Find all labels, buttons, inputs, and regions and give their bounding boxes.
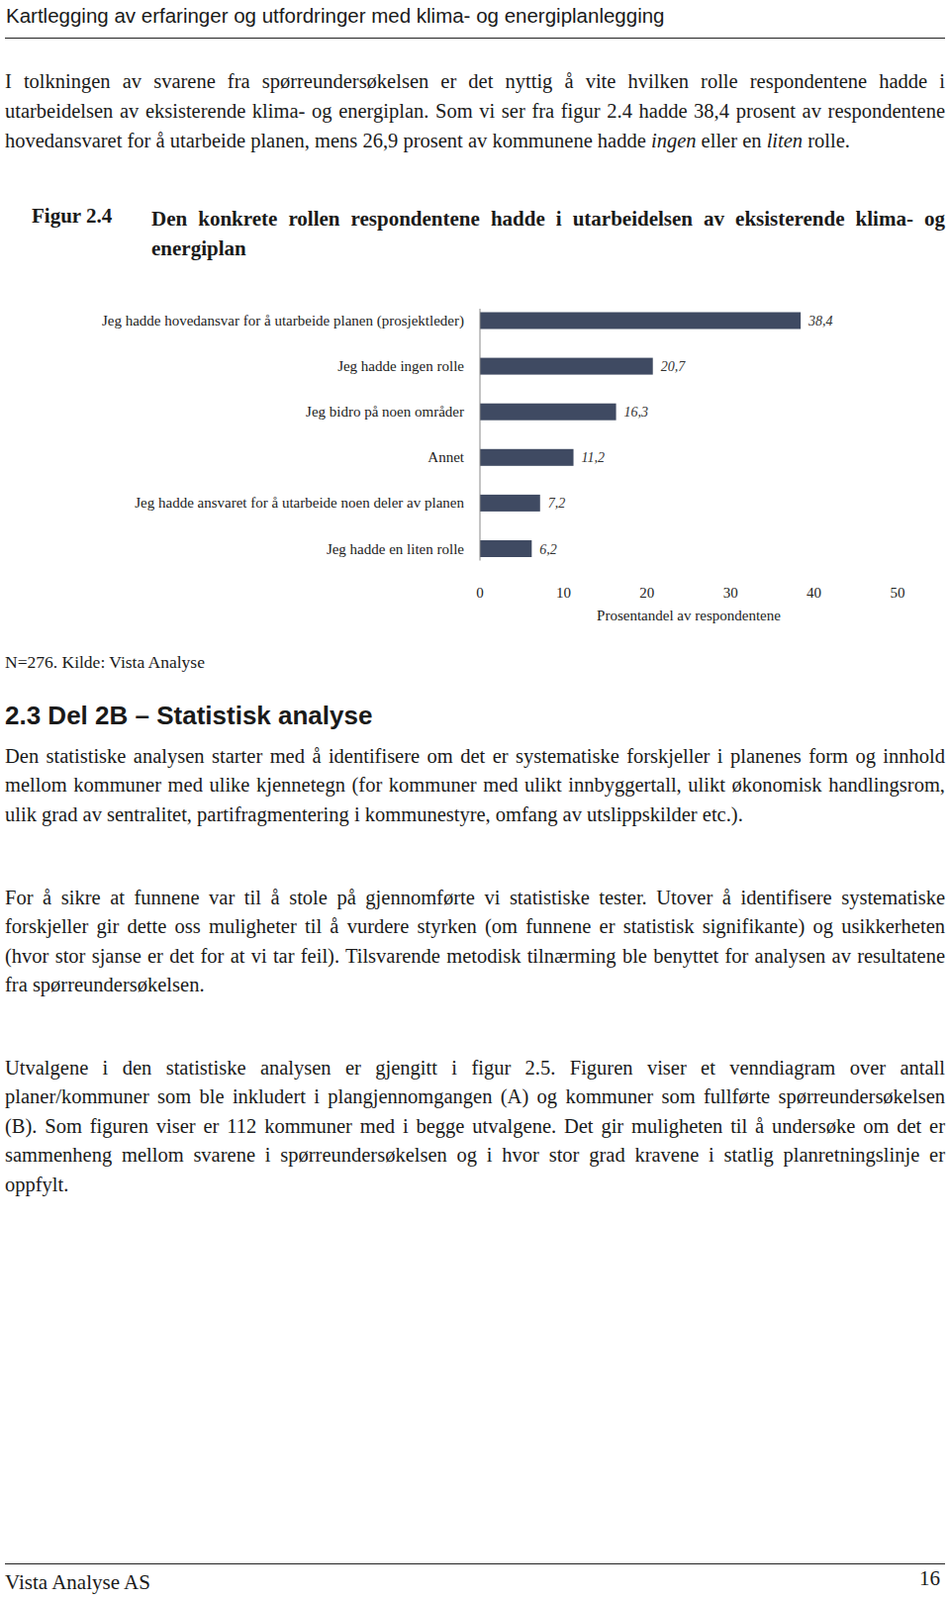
category-label: Jeg hadde ansvaret for å utarbeide noen …	[134, 494, 465, 511]
category-label: Jeg hadde ingen rolle	[337, 358, 465, 375]
body-paragraph: Den statistiske analysen starter med å i…	[4, 742, 946, 830]
category-label: Jeg bidro på noen områder	[305, 403, 465, 420]
tick-label: 50	[890, 584, 906, 601]
bars	[479, 312, 801, 559]
intro-paragraph: I tolkningen av svarene fra spørreunders…	[4, 66, 946, 156]
figure-caption: Den konkrete rollen respondentene hadde …	[151, 203, 946, 264]
bar	[479, 449, 574, 467]
tick-label: 40	[806, 584, 822, 601]
bar	[479, 494, 541, 512]
figure-label: Figur 2.4	[31, 203, 112, 229]
category-label: Annet	[427, 449, 465, 466]
tick-label: 30	[723, 584, 739, 601]
figure-note: N=276. Kilde: Vista Analyse	[4, 652, 205, 673]
text-run: ingen	[651, 129, 697, 152]
bar	[479, 312, 801, 330]
data-label: 20,7	[661, 359, 687, 375]
text-run: rolle.	[802, 129, 851, 152]
chart: Jeg hadde hovedansvar for å utarbeide pl…	[0, 0, 950, 1600]
text-run: eller en	[695, 129, 766, 152]
data-label: 7,2	[548, 495, 567, 511]
text-run: liten	[766, 129, 803, 152]
body-paragraph: Utvalgene i den statistiske analysen er …	[4, 1053, 946, 1200]
axis-title: Prosentandel av respondentene	[596, 607, 781, 624]
bar	[479, 403, 617, 421]
tick-label: 20	[639, 584, 655, 601]
bar	[479, 358, 654, 376]
footer-publisher: Vista Analyse AS	[4, 1570, 151, 1596]
data-label: 38,4	[807, 313, 834, 329]
data-label: 16,3	[624, 404, 650, 420]
body-paragraph: For å sikre at funnene var til å stole p…	[4, 883, 946, 1001]
category-label: Jeg hadde hovedansvar for å utarbeide pl…	[101, 312, 465, 330]
axis-line	[479, 308, 481, 562]
footer-rule	[4, 1563, 946, 1565]
data-label: 6,2	[539, 542, 558, 558]
tick-label: 0	[475, 584, 484, 601]
data-label: 11,2	[581, 450, 605, 466]
header-rule	[4, 37, 946, 39]
tick-label: 10	[556, 584, 571, 601]
page-number: 16	[919, 1566, 941, 1592]
page-header: Kartlegging av erfaringer og utfordringe…	[5, 3, 665, 28]
section-heading: 2.3 Del 2B – Statistisk analyse	[4, 700, 373, 732]
bar	[479, 540, 532, 558]
category-label: Jeg hadde en liten rolle	[326, 541, 465, 558]
